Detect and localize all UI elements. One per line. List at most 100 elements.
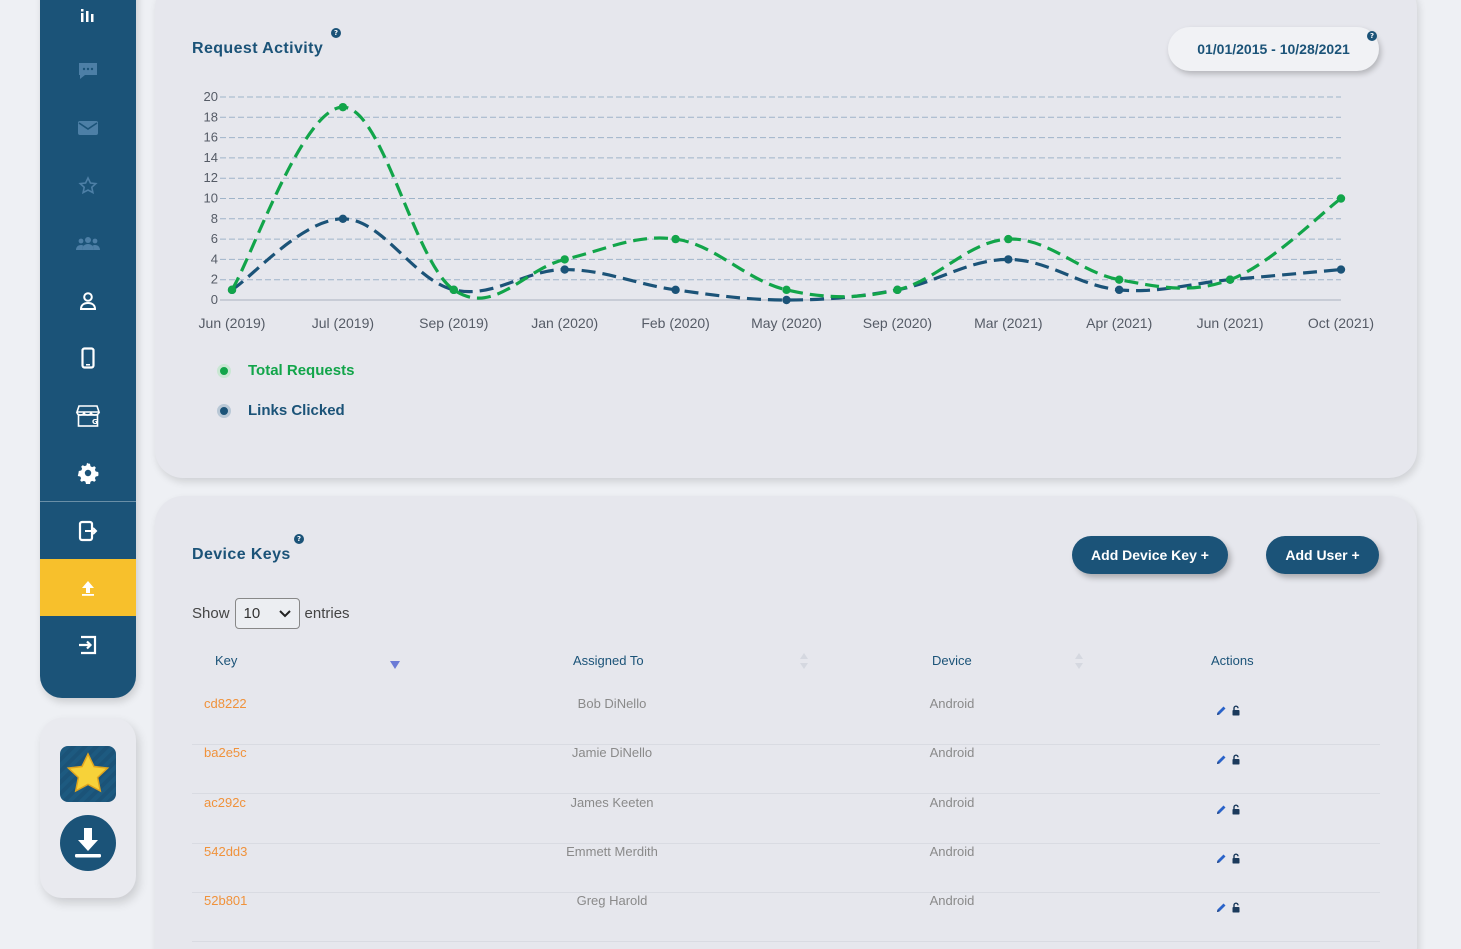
y-tick-label: 2 (211, 272, 218, 287)
sidebar-item-profile[interactable] (40, 272, 136, 329)
unlock-icon[interactable] (1231, 853, 1241, 864)
sidebar-item-upload[interactable] (40, 559, 136, 616)
show-label: Show (192, 605, 230, 622)
table-row[interactable]: 52b801 Greg Harold Android (192, 893, 1380, 943)
edit-icon[interactable] (1216, 754, 1227, 765)
add-device-key-button[interactable]: Add Device Key + (1072, 536, 1228, 574)
sidebar-item-export[interactable] (40, 502, 136, 559)
key-cell[interactable]: ba2e5c (204, 745, 247, 761)
sidebar-item-stats[interactable] (40, 0, 136, 43)
data-point-links-clicked[interactable] (338, 214, 348, 223)
help-icon[interactable]: ? (294, 534, 304, 544)
table-row[interactable]: ac292c James Keeten Android (192, 795, 1380, 844)
assigned-to-cell: James Keeten (570, 794, 654, 810)
x-axis: Jun (2019) Jul (2019) Sep (2019) Jan (2020)… (199, 315, 1375, 331)
legend-marker-links-clicked (217, 403, 231, 418)
sidebar-item-mail[interactable] (40, 99, 136, 156)
download-app[interactable] (60, 815, 116, 871)
key-cell[interactable]: ac292c (204, 794, 246, 810)
data-point-total-requests[interactable] (1115, 275, 1124, 284)
y-tick-label: 10 (204, 191, 218, 206)
key-cell[interactable]: 542dd3 (204, 843, 248, 859)
sidebar-item-groups[interactable] (40, 214, 136, 271)
upload-icon (82, 580, 94, 596)
data-point-links-clicked[interactable] (671, 285, 680, 295)
x-tick-label: Jun (2019) (199, 315, 266, 331)
sort-desc-icon[interactable] (390, 661, 400, 669)
y-tick-label: 14 (204, 150, 218, 165)
data-point-links-clicked[interactable] (1115, 285, 1124, 295)
chevron-down-icon (278, 609, 291, 617)
device-cell: Android (929, 843, 975, 859)
table-row[interactable]: 542dd3 Emmett Merdith Android (192, 844, 1380, 893)
key-cell[interactable]: cd8222 (204, 696, 247, 711)
column-header-actions: Actions (1211, 653, 1254, 668)
x-tick-label: Sep (2020) (863, 315, 932, 331)
x-tick-label: Jan (2020) (531, 315, 598, 331)
device-keys-title: Device Keys (192, 546, 291, 563)
column-header-device[interactable]: Device (932, 653, 972, 668)
sidebar-item-messages[interactable] (40, 42, 136, 99)
legend-total-requests[interactable]: Total Requests (217, 362, 354, 379)
series-line-total-requests (230, 105, 1342, 300)
row-actions (1216, 902, 1241, 913)
phone-icon (81, 346, 95, 369)
x-tick-label: Mar (2021) (974, 315, 1042, 331)
data-point-links-clicked[interactable] (1004, 255, 1013, 264)
sidebar: G (40, 0, 136, 698)
table-row[interactable]: ba2e5c Jamie DiNello Android (192, 745, 1380, 795)
sidebar-item-logout[interactable] (40, 616, 136, 673)
add-user-button[interactable]: Add User + (1266, 536, 1379, 574)
sort-icon[interactable] (1075, 653, 1083, 669)
data-point-total-requests[interactable] (1004, 234, 1013, 244)
edit-icon[interactable] (1216, 804, 1227, 815)
unlock-icon[interactable] (1231, 754, 1241, 765)
unlock-icon[interactable] (1231, 804, 1241, 815)
help-icon[interactable]: ? (331, 28, 341, 38)
legend-links-clicked[interactable]: Links Clicked (217, 402, 345, 419)
sidebar-item-devices[interactable] (40, 329, 136, 386)
sidebar-item-favorites[interactable] (40, 157, 136, 214)
device-cell: Android (929, 745, 975, 761)
y-tick-label: 20 (204, 89, 218, 104)
unlock-icon[interactable] (1231, 705, 1241, 716)
row-actions (1216, 754, 1241, 765)
export-icon (78, 520, 98, 541)
sidebar-item-settings[interactable] (40, 444, 136, 501)
data-point-total-requests[interactable] (227, 285, 237, 295)
sort-icon[interactable] (800, 653, 808, 669)
column-header-assigned-to[interactable]: Assigned To (573, 653, 644, 668)
unlock-icon[interactable] (1231, 902, 1241, 913)
star-icon (66, 752, 110, 793)
sidebar-item-store[interactable]: G (40, 387, 136, 444)
assigned-to-cell: Jamie DiNello (571, 745, 653, 761)
key-cell[interactable]: 52b801 (204, 893, 248, 909)
data-point-total-requests[interactable] (782, 285, 791, 295)
edit-icon[interactable] (1216, 902, 1227, 913)
date-range-picker[interactable]: 01/01/2015 - 10/28/2021 (1168, 27, 1379, 71)
edit-icon[interactable] (1216, 705, 1227, 716)
data-point-links-clicked[interactable] (560, 265, 569, 274)
column-header-key[interactable]: Key (215, 653, 238, 668)
y-tick-label: 16 (204, 130, 218, 145)
data-point-total-requests[interactable] (671, 234, 680, 244)
data-point-total-requests[interactable] (893, 285, 902, 295)
date-help-icon[interactable]: ? (1367, 31, 1377, 41)
page-size-select[interactable]: 10 (234, 598, 300, 629)
sidebar-divider (40, 501, 136, 502)
users-icon (76, 236, 100, 250)
data-point-total-requests[interactable] (560, 255, 569, 264)
data-point-total-requests[interactable] (338, 102, 348, 112)
star-icon (78, 175, 98, 194)
x-tick-label: Jul (2019) (312, 315, 374, 331)
favorite-app[interactable] (60, 746, 116, 802)
data-point-total-requests[interactable] (1225, 275, 1235, 284)
data-point-links-clicked[interactable] (1336, 265, 1346, 274)
data-point-total-requests[interactable] (1336, 194, 1346, 203)
row-actions (1216, 853, 1241, 864)
quick-access-panel (40, 718, 136, 898)
data-point-total-requests[interactable] (449, 285, 458, 295)
edit-icon[interactable] (1216, 853, 1227, 864)
data-point-links-clicked[interactable] (782, 295, 791, 305)
table-row[interactable]: cd8222 Bob DiNello Android (192, 696, 1380, 745)
